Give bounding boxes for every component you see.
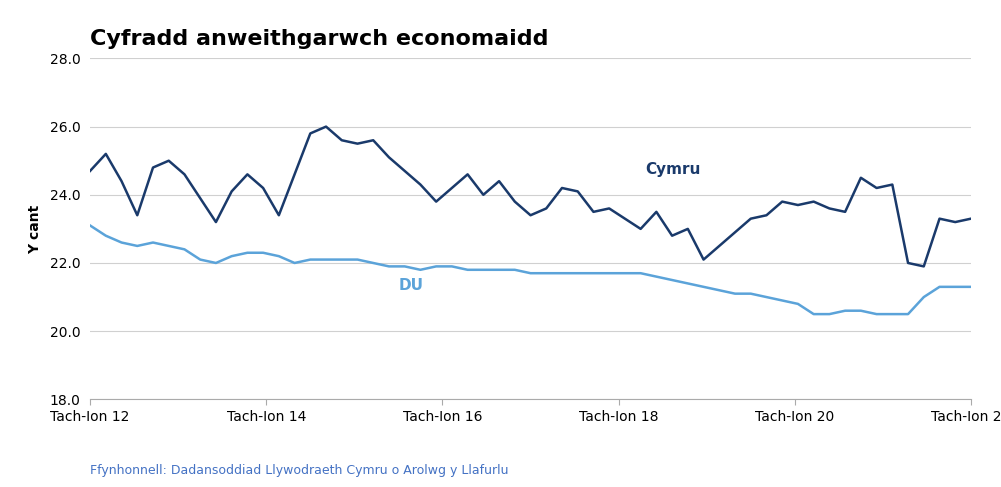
Y-axis label: Y cant: Y cant [29, 204, 43, 254]
Text: Ffynhonnell: Dadansoddiad Llywodraeth Cymru o Arolwg y Llafurlu: Ffynhonnell: Dadansoddiad Llywodraeth Cy… [90, 464, 509, 477]
Text: Cymru: Cymru [645, 162, 701, 177]
Text: DU: DU [398, 278, 423, 293]
Text: Cyfradd anweithgarwch economaidd: Cyfradd anweithgarwch economaidd [90, 29, 549, 49]
